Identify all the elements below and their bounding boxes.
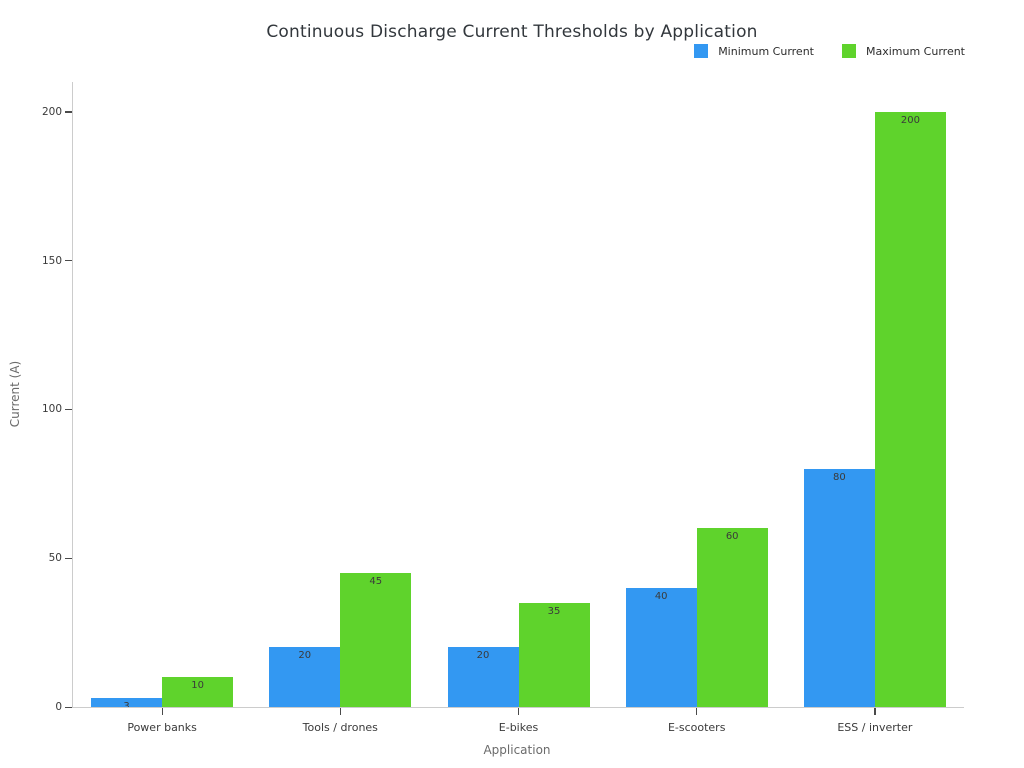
bar-minimum-current: 20 (269, 647, 341, 707)
x-tick-mark (874, 708, 876, 715)
bar-value-label: 45 (369, 576, 383, 588)
x-tick-mark (696, 708, 698, 715)
bar-maximum-current: 35 (518, 602, 590, 707)
legend-item: Maximum Current (841, 44, 965, 58)
y-tick-label: 200 (41, 105, 62, 118)
legend-label: Minimum Current (718, 44, 814, 58)
bar-value-label: 200 (900, 114, 920, 126)
y-tick-mark (65, 557, 72, 559)
y-tick-label: 100 (41, 403, 62, 416)
bar-minimum-current: 80 (803, 468, 875, 707)
y-tick-label: 0 (55, 701, 62, 713)
bar-value-label: 10 (191, 680, 204, 692)
chart-title: Continuous Discharge Current Thresholds … (266, 22, 758, 42)
y-tick-mark (65, 706, 72, 708)
y-tick-mark (65, 408, 72, 411)
bar-minimum-current: 20 (447, 647, 519, 707)
x-tick-mark (161, 708, 163, 715)
bar-maximum-current: 200 (874, 111, 946, 707)
bar-minimum-current: 3 (91, 698, 163, 707)
x-tick-mark (339, 708, 342, 715)
bar-value-label: 3 (123, 701, 130, 707)
x-tick-mark (518, 708, 520, 715)
legend-item: Minimum Current (694, 44, 814, 58)
bar-value-label: 20 (298, 650, 312, 662)
x-category-label: E-scooters (667, 721, 726, 734)
bar-value-label: 60 (725, 531, 739, 543)
legend-swatch-icon (694, 44, 709, 58)
x-category-label: Power banks (127, 721, 197, 734)
y-axis-label: Current (A) (8, 360, 22, 428)
y-tick-label: 50 (48, 552, 62, 565)
bar-maximum-current: 60 (696, 528, 768, 707)
legend-label: Maximum Current (865, 44, 965, 58)
x-axis-label: Application (483, 743, 551, 757)
y-tick-label: 150 (41, 254, 62, 267)
bar-minimum-current: 40 (625, 587, 697, 707)
bar-maximum-current: 45 (340, 573, 412, 707)
y-tick-mark (65, 111, 72, 113)
bar-value-label: 80 (833, 471, 846, 483)
y-tick-mark (65, 260, 72, 262)
bar-value-label: 40 (654, 590, 668, 602)
legend: Minimum Current Maximum Current (694, 44, 965, 58)
bar-value-label: 35 (547, 605, 561, 617)
x-category-label: ESS / inverter (837, 721, 913, 734)
legend-swatch-icon (841, 44, 856, 58)
bar-maximum-current: 10 (162, 677, 234, 707)
bar-value-label: 20 (476, 650, 490, 662)
plot-area: 0 50 100 150 200 Power banks Tools / drones E-b… (42, 82, 964, 734)
x-category-label: E-bikes (498, 721, 539, 734)
x-category-label: Tools / drones (302, 721, 378, 734)
